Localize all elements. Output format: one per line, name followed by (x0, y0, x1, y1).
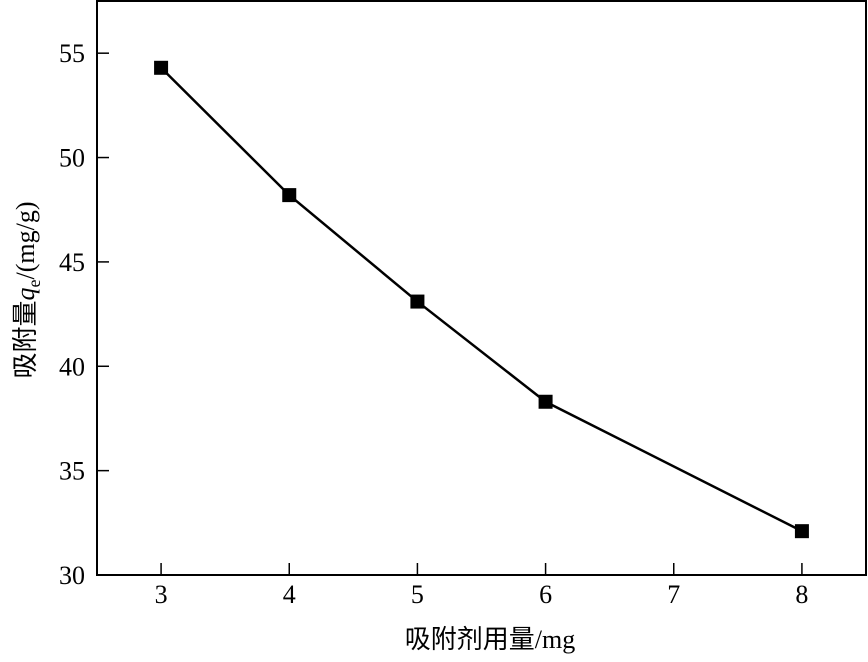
y-ticks: 30 35 40 45 50 55 (59, 39, 109, 590)
x-tick-label: 8 (795, 580, 808, 609)
x-tick-label: 3 (155, 580, 168, 609)
x-tick-label: 5 (411, 580, 424, 609)
y-axis-label: 吸附量qe/(mg/g) (11, 201, 44, 378)
data-point (154, 60, 169, 75)
y-tick-label: 40 (59, 352, 85, 381)
data-point (794, 524, 809, 539)
y-tick-label: 30 (59, 561, 85, 590)
x-tick-label: 4 (283, 580, 296, 609)
x-tick-label: 6 (539, 580, 552, 609)
y-axis-label-subscript: e (24, 279, 44, 287)
y-tick-label: 45 (59, 248, 85, 277)
x-axis-label: 吸附剂用量/mg (405, 625, 575, 654)
data-point (410, 294, 425, 309)
y-axis-label-symbol: q (11, 287, 40, 300)
data-point (282, 188, 297, 203)
data-point (538, 394, 553, 409)
y-tick-label: 55 (59, 39, 85, 68)
y-tick-label: 35 (59, 457, 85, 486)
x-tick-label: 7 (667, 580, 680, 609)
x-ticks: 3 4 5 6 7 8 (155, 563, 808, 609)
y-tick-label: 50 (59, 144, 85, 173)
y-axis-label-prefix: 吸附量 (11, 300, 40, 378)
series (154, 60, 809, 539)
series-line (160, 66, 803, 533)
plot-frame (96, 0, 867, 576)
y-axis-label-unit: /(mg/g) (11, 201, 40, 279)
